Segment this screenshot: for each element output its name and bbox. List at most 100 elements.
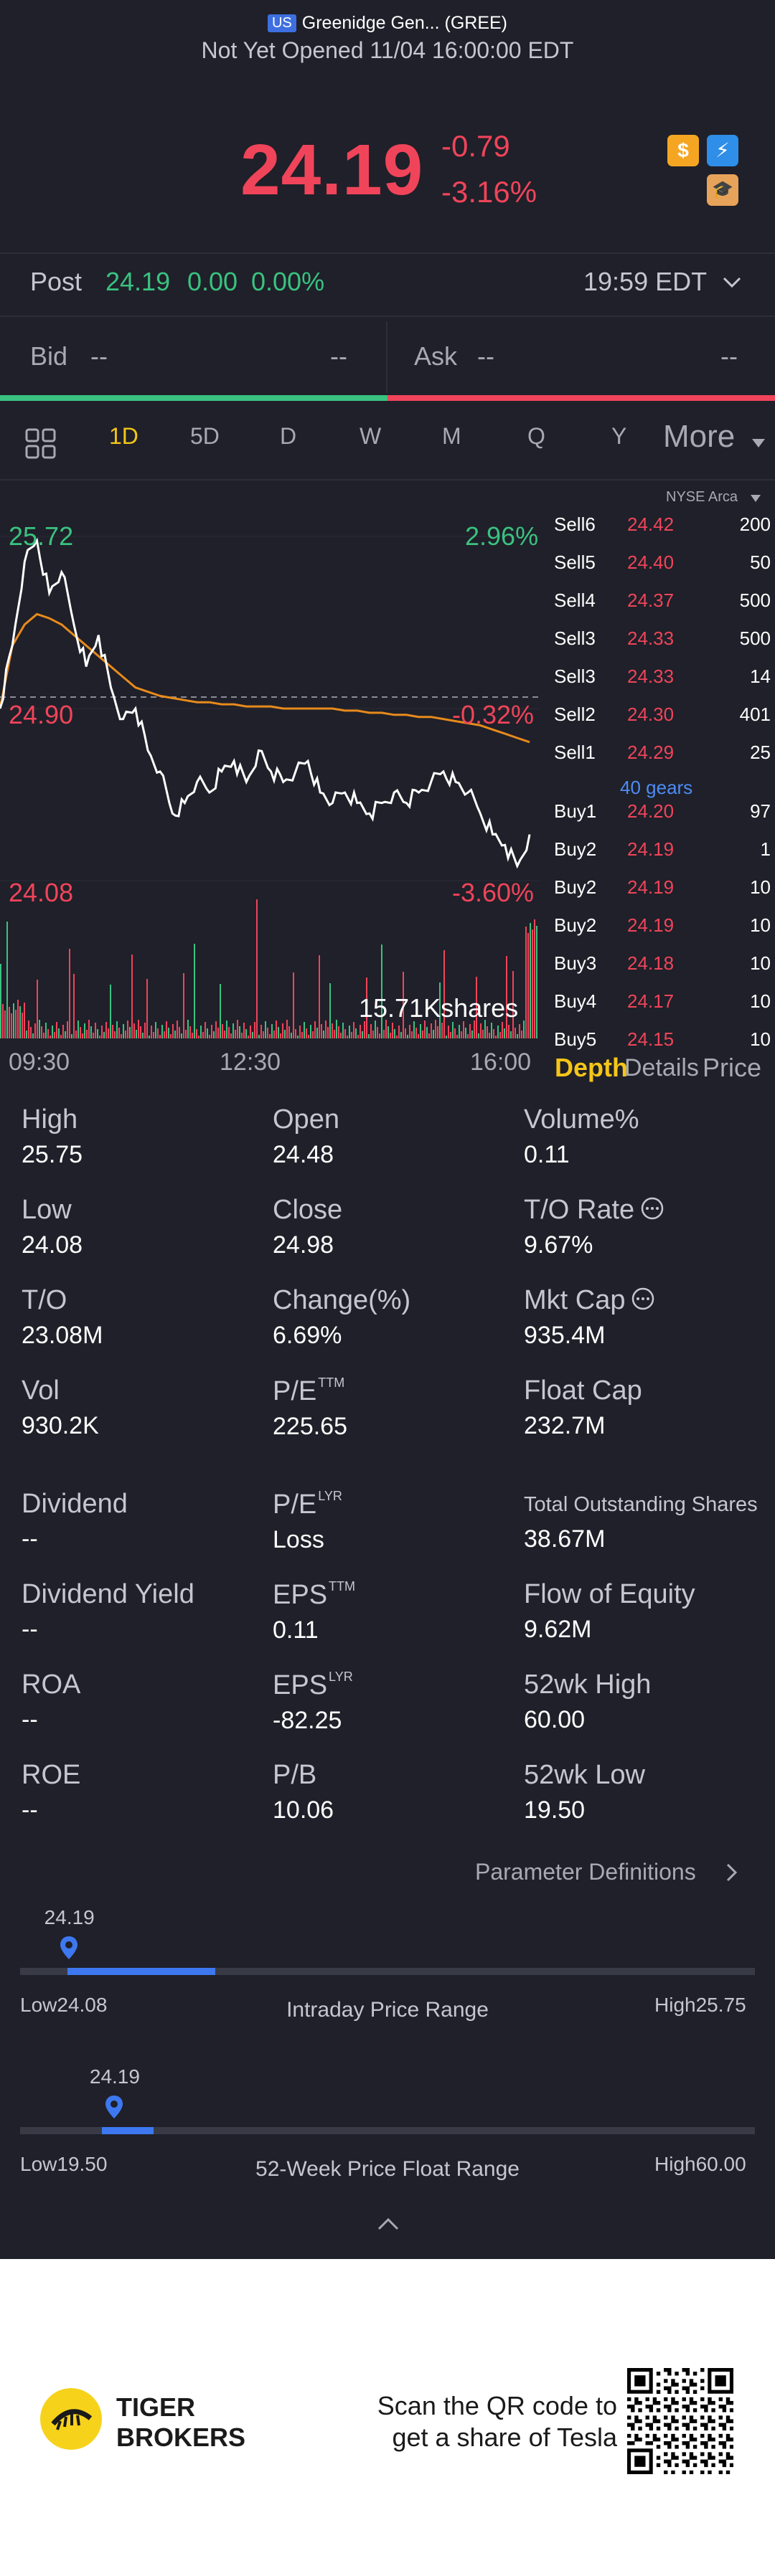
volume-bar <box>101 1026 103 1038</box>
stat-value: 0.11 <box>273 1616 319 1644</box>
tab-1d[interactable]: 1D <box>109 423 138 449</box>
52-week-range: 24.19 Low19.50 52-Week Price Float Range… <box>0 2060 775 2189</box>
tab-more[interactable]: More <box>663 419 736 454</box>
order-book-price: 24.33 <box>627 666 675 687</box>
dollar-icon[interactable]: $ <box>667 135 699 166</box>
volume-bar <box>355 1028 357 1038</box>
tab-d[interactable]: D <box>280 423 297 449</box>
order-book-qty: 10 <box>750 952 771 974</box>
volume-bar <box>344 1029 346 1038</box>
volume-bar <box>435 1020 436 1038</box>
volume-bar <box>392 1023 393 1038</box>
caret-down-icon[interactable] <box>749 493 762 503</box>
volume-bar <box>50 1036 51 1038</box>
order-book-gears[interactable]: 40 gears <box>620 777 693 798</box>
tab-y[interactable]: Y <box>611 423 627 449</box>
52wk-low: Low19.50 <box>20 2153 108 2175</box>
brand-line-2: BROKERS <box>116 2423 246 2452</box>
volume-bar <box>82 1033 83 1038</box>
stat-label: Mkt Cap <box>524 1285 771 1316</box>
volume-bar <box>508 1025 509 1038</box>
volume-bar <box>476 977 477 1038</box>
volume-bar <box>278 1027 279 1038</box>
parameter-definitions-link[interactable]: Parameter Definitions <box>475 1859 696 1885</box>
stat-label: P/E LYR <box>273 1489 342 1520</box>
stat-label: T/O Rate <box>524 1195 771 1226</box>
bid-right-value: -- <box>330 341 347 371</box>
volume-bar <box>480 1023 482 1038</box>
volume-bar <box>11 1013 12 1038</box>
volume-bar <box>164 1031 165 1038</box>
graduation-icon[interactable]: 🎓 <box>707 174 738 206</box>
tab-details[interactable]: Details <box>624 1054 699 1081</box>
stat-total-outstanding-shares: Total Outstanding Shares 38.67M <box>524 1489 771 1568</box>
volume-bar <box>357 1035 359 1038</box>
intraday-chart[interactable] <box>0 480 545 1040</box>
volume-bar <box>32 1033 34 1038</box>
volume-bar <box>211 1025 212 1038</box>
caret-down-icon[interactable] <box>751 437 766 449</box>
order-book-buy-row: Buy2 24.19 10 <box>554 876 771 902</box>
stat-label: Dividend Yield <box>22 1579 194 1609</box>
order-book-label: Buy3 <box>554 952 597 974</box>
intraday-high: High25.75 <box>654 1994 746 2016</box>
chevron-down-icon[interactable] <box>721 275 743 290</box>
order-book-label: Sell2 <box>554 704 596 725</box>
volume-bar <box>144 1023 146 1038</box>
volume-bar <box>220 984 221 1038</box>
volume-bar <box>95 1023 96 1038</box>
volume-bar <box>73 974 75 1038</box>
volume-bar <box>377 1027 378 1038</box>
tab-price[interactable]: Price <box>703 1053 762 1082</box>
tab-depth[interactable]: Depth <box>555 1053 628 1082</box>
exchange-label[interactable]: NYSE Arca <box>666 489 738 505</box>
volume-bar <box>461 1031 462 1038</box>
volume-bar <box>125 1031 126 1038</box>
stat-label-superscript: LYR <box>318 1489 342 1503</box>
stat-label: Change(%) <box>273 1285 411 1315</box>
grid-icon[interactable] <box>24 427 57 460</box>
volume-bar <box>112 1025 113 1038</box>
stat-label: Low <box>22 1195 72 1225</box>
order-book-price: 24.29 <box>627 742 675 763</box>
stat-value: 10.06 <box>273 1796 334 1824</box>
volume-bar <box>258 1035 260 1038</box>
volume-bar <box>174 1031 176 1038</box>
volume-bar <box>13 1003 14 1038</box>
volume-bar <box>28 1021 29 1038</box>
order-book-qty: 25 <box>750 742 771 763</box>
volume-bar <box>232 1023 234 1038</box>
volume-bar <box>37 980 38 1038</box>
tab-m[interactable]: M <box>442 423 461 449</box>
volume-bar <box>329 983 331 1038</box>
stat-value: -- <box>22 1525 38 1553</box>
volume-bar <box>366 977 367 1038</box>
volume-bar <box>127 1021 128 1038</box>
volume-bar <box>45 1023 47 1038</box>
stat-label: ROE <box>22 1760 81 1790</box>
post-change-pct: 0.00% <box>251 267 325 296</box>
order-book-sell-row: Sell2 24.30 401 <box>554 704 771 729</box>
stat-value: 24.98 <box>273 1231 334 1259</box>
tab-5d[interactable]: 5D <box>190 423 220 449</box>
info-icon[interactable] <box>640 1196 664 1221</box>
order-book-qty: 1 <box>760 838 771 860</box>
chevron-right-icon[interactable] <box>725 1862 739 1883</box>
volume-bar <box>202 1032 204 1038</box>
volume-bar <box>168 1028 169 1038</box>
volume-bar <box>97 1029 98 1038</box>
tab-q[interactable]: Q <box>527 423 545 449</box>
volume-bar <box>428 1033 430 1038</box>
stock-detail-screen: US Greenidge Gen... (GREE) Not Yet Opened… <box>0 0 775 2259</box>
info-icon[interactable] <box>631 1287 655 1311</box>
tab-w[interactable]: W <box>360 423 382 449</box>
tiger-brokers-logo-icon <box>40 2388 102 2450</box>
chevron-up-icon[interactable] <box>376 2216 400 2232</box>
stat-value: 935.4M <box>524 1322 606 1349</box>
bid-label: Bid <box>30 341 68 371</box>
stat-label-superscript: TTM <box>318 1375 345 1390</box>
volume-bar <box>482 1030 484 1038</box>
lightning-icon[interactable]: ⚡ <box>707 135 738 166</box>
volume-bar <box>65 1031 66 1038</box>
52wk-range-fill <box>102 2127 154 2134</box>
